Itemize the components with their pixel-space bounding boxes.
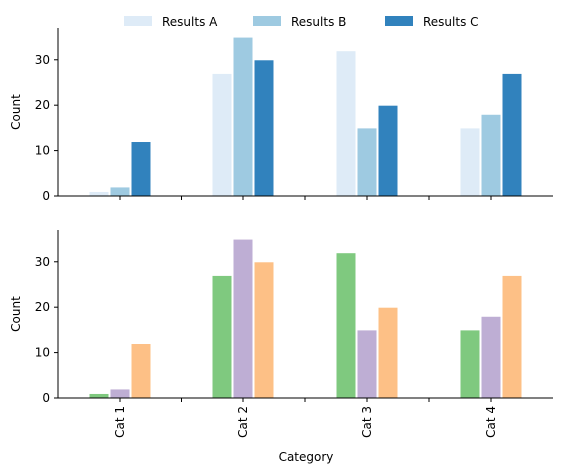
- legend-label-results-a: Results A: [162, 15, 218, 29]
- bar-cat-3-series-3: [377, 306, 399, 399]
- top-panel: 0 10 20 30 Count: [9, 28, 553, 203]
- bar-cat-3-series-1: [335, 50, 357, 197]
- legend-swatch-results-c: [385, 16, 413, 26]
- bar-cat-3-series-2: [356, 127, 378, 197]
- bar-cat-4-series-2: [480, 113, 502, 197]
- bar-cat-1-series-1: [88, 392, 110, 399]
- bar-cat-2-series-2: [232, 36, 254, 197]
- bar-cat-1-series-1: [88, 190, 110, 197]
- y-axis-label: Count: [9, 296, 23, 332]
- legend-swatch-results-b: [253, 16, 281, 26]
- bar-cat-1-series-2: [109, 186, 131, 197]
- y-tick-label: 10: [35, 346, 50, 360]
- bar-cat-4-series-3: [501, 274, 523, 399]
- bar-cat-2-series-3: [253, 261, 275, 399]
- y-tick-label: 20: [35, 300, 50, 314]
- x-tick-label-cat-1: Cat 1: [113, 406, 127, 438]
- bar-cat-2-series-1: [211, 72, 233, 197]
- bar-cat-2-series-1: [211, 274, 233, 399]
- legend-label-results-b: Results B: [291, 15, 346, 29]
- y-tick-label: 10: [35, 144, 50, 158]
- y-tick-label: 20: [35, 98, 50, 112]
- bar-cat-4-series-1: [459, 329, 481, 399]
- bottom-panel: 0 10 20 30 Cat 1 Cat 2 Cat 3 Cat 4 Count: [9, 230, 553, 438]
- bar-cat-2-series-3: [253, 59, 275, 197]
- legend-label-results-c: Results C: [423, 15, 479, 29]
- bar-cat-1-series-3: [130, 343, 152, 399]
- bar-cat-3-series-2: [356, 329, 378, 399]
- x-tick-label-cat-2: Cat 2: [236, 406, 250, 438]
- bar-cat-4-series-3: [501, 72, 523, 197]
- y-tick-label: 0: [42, 189, 50, 203]
- bar-cat-4-series-2: [480, 315, 502, 399]
- legend-swatch-results-a: [124, 16, 152, 26]
- bar-cat-2-series-2: [232, 238, 254, 399]
- bar-cat-4-series-1: [459, 127, 481, 197]
- bar-cat-3-series-3: [377, 104, 399, 197]
- y-axis-label: Count: [9, 94, 23, 130]
- bar-cat-1-series-2: [109, 388, 131, 399]
- x-tick-label-cat-4: Cat 4: [484, 406, 498, 438]
- bar-cat-3-series-1: [335, 252, 357, 399]
- x-tick-label-cat-3: Cat 3: [360, 406, 374, 438]
- legend: Results A Results B Results C: [124, 15, 479, 29]
- y-tick-label: 30: [35, 53, 50, 67]
- bar-cat-1-series-3: [130, 141, 152, 197]
- y-tick-label: 30: [35, 255, 50, 269]
- y-tick-label: 0: [42, 391, 50, 405]
- x-axis-label: Category: [279, 450, 334, 464]
